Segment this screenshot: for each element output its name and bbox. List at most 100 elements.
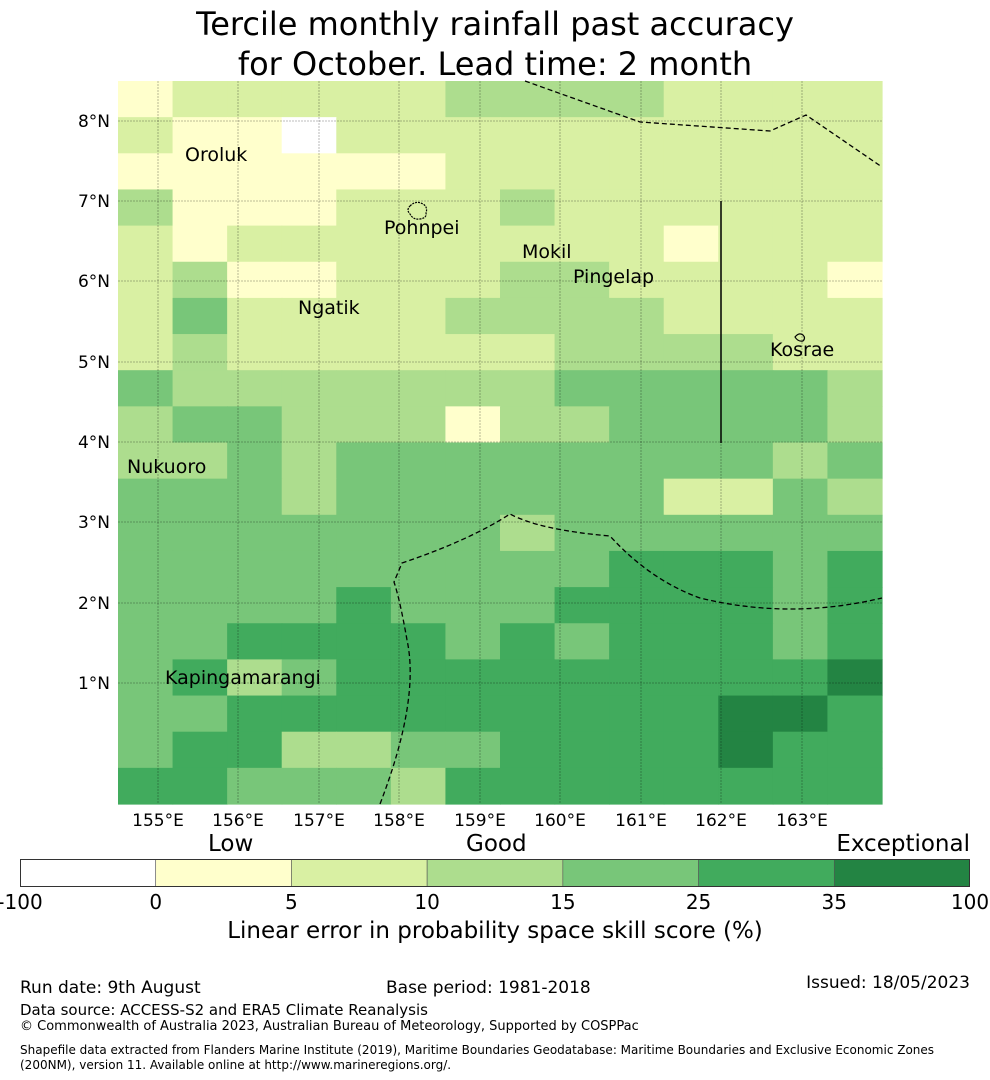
grid-cell — [718, 587, 774, 624]
grid-cell — [554, 225, 610, 263]
grid-cell — [227, 550, 283, 588]
grid-cell — [827, 659, 883, 697]
grid-cell — [663, 623, 719, 660]
grid-cell — [554, 334, 610, 371]
grid-cell — [118, 334, 174, 371]
lon-tick-label: 155°E — [132, 811, 184, 831]
grid-cell — [663, 587, 719, 624]
grid-cell — [281, 117, 337, 154]
grid-cell — [390, 225, 447, 263]
colorbar-tick-label: 25 — [685, 890, 712, 914]
colorbar-segment — [698, 859, 835, 887]
grid-cell — [663, 478, 719, 516]
colorbar-segment — [562, 859, 699, 887]
grid-cell — [390, 81, 447, 118]
grid-cell — [227, 406, 283, 444]
grid-cell — [718, 261, 774, 299]
grid-cell — [227, 81, 283, 118]
grid-cell — [390, 117, 447, 154]
grid-cell — [718, 189, 774, 227]
grid-cell — [554, 623, 610, 660]
grid-cell — [772, 189, 829, 227]
grid-cell — [772, 623, 829, 660]
grid-cell — [172, 695, 228, 733]
grid-cell — [609, 659, 665, 697]
grid-cell — [827, 767, 883, 805]
grid-cell — [772, 261, 829, 299]
grid-cell — [500, 442, 556, 480]
lat-tick-label: 4°N — [78, 433, 110, 453]
grid-cell — [227, 261, 283, 299]
grid-cell — [118, 370, 174, 407]
category-exceptional-label: Exceptional — [836, 831, 970, 857]
colorbar-tick-label: -100 — [0, 890, 43, 914]
grid-cell — [663, 442, 719, 480]
grid-cell — [772, 767, 829, 805]
grid-cell — [772, 442, 829, 480]
grid-cell — [281, 478, 337, 516]
grid-cell — [772, 81, 829, 118]
lon-tick-label: 161°E — [615, 811, 667, 831]
shapefile-credit-line-1: Shapefile data extracted from Flanders M… — [20, 1043, 935, 1057]
grid-cell — [336, 478, 392, 516]
axis-ticks: 155°E 156°E 157°E 158°E 159°E 160°E 161°E 162°E… — [78, 112, 828, 831]
grid-cell — [336, 189, 392, 227]
grid-cell — [336, 261, 392, 299]
colorbar-tick-label: 15 — [550, 890, 576, 914]
grid-cell — [445, 767, 501, 805]
grid-cell — [445, 153, 501, 191]
grid-cell — [227, 117, 283, 154]
grid-cell — [336, 225, 392, 263]
grid-cell — [118, 514, 174, 552]
grid-cell — [445, 695, 501, 733]
grid-cell — [227, 153, 283, 191]
title-line-1: Tercile monthly rainfall past accuracy — [196, 5, 794, 43]
grid-cell — [663, 81, 719, 118]
place-labels: Oroluk Pohnpei Mokil Pingelap Ngatik Kos… — [127, 144, 834, 689]
grid-cell — [772, 406, 829, 444]
grid-cell — [118, 550, 174, 588]
grid-cell — [336, 767, 392, 805]
grid-cell — [227, 695, 283, 733]
grid-cell — [718, 153, 774, 191]
grid-cell — [390, 478, 447, 516]
grid-cell — [554, 370, 610, 407]
grid-cell — [500, 478, 556, 516]
grid-cell — [172, 81, 228, 118]
grid-cell — [172, 659, 228, 697]
grid-cell — [554, 406, 610, 444]
grid-cell — [718, 297, 774, 335]
colorbar-tick-label: 0 — [149, 890, 163, 914]
grid-cell — [172, 514, 228, 552]
grid-cell — [281, 334, 337, 371]
grid-cell — [445, 189, 501, 227]
grid-cell — [827, 189, 883, 227]
grid-cell — [772, 695, 829, 733]
grid-cell — [663, 406, 719, 444]
grid-cell — [227, 442, 283, 480]
grid-cell — [227, 514, 283, 552]
grid-cell — [336, 442, 392, 480]
grid-cell — [554, 297, 610, 335]
grid-cell — [663, 550, 719, 588]
grid-cell — [118, 731, 174, 769]
grid-cell — [118, 153, 174, 191]
grid-cell — [281, 406, 337, 444]
grid-cell — [336, 731, 392, 769]
grid-cell — [118, 442, 174, 480]
issued-date: Issued: 18/05/2023 — [806, 973, 970, 993]
grid-cell — [554, 695, 610, 733]
skill-map: 155°E 156°E 157°E 158°E 159°E 160°E 161°E 162°E… — [78, 80, 883, 831]
grid-cell — [554, 81, 610, 118]
grid-cell — [390, 297, 447, 335]
grid-cell — [500, 514, 556, 552]
colorbar-segment — [833, 859, 970, 887]
grid-cell — [500, 406, 556, 444]
grid-cell — [718, 550, 774, 588]
grid-cell — [663, 225, 719, 263]
colorbar-segment — [426, 859, 564, 887]
grid-cell — [500, 370, 556, 407]
grid-cell — [172, 370, 228, 407]
grid-cell — [772, 334, 829, 371]
lon-tick-label: 158°E — [373, 811, 425, 831]
